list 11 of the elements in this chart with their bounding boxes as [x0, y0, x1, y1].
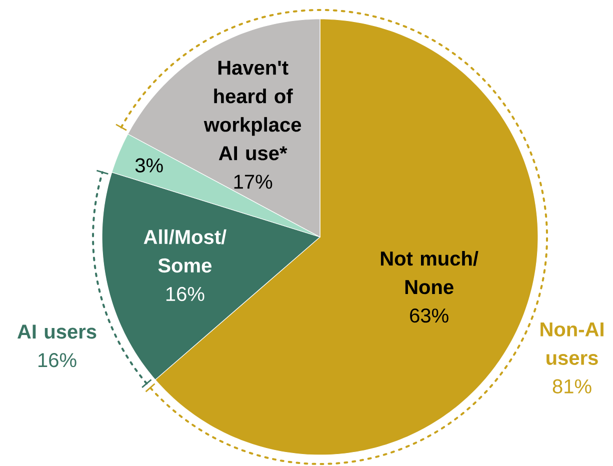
data-label: 3% [135, 158, 163, 172]
data-label: 16% [166, 286, 204, 302]
text: 16% [38, 353, 76, 368]
data-label: 63% [410, 308, 448, 323]
data-label: 17% [234, 174, 272, 189]
slice-label: All/Most/Some [144, 229, 226, 273]
slice-label: Not much/None [380, 250, 478, 294]
text: 81% [552, 379, 592, 394]
text: Non-AI users [540, 322, 604, 365]
text: AI users [17, 324, 96, 339]
slice-label: Haven't heard of workplace AI use* [204, 60, 302, 160]
